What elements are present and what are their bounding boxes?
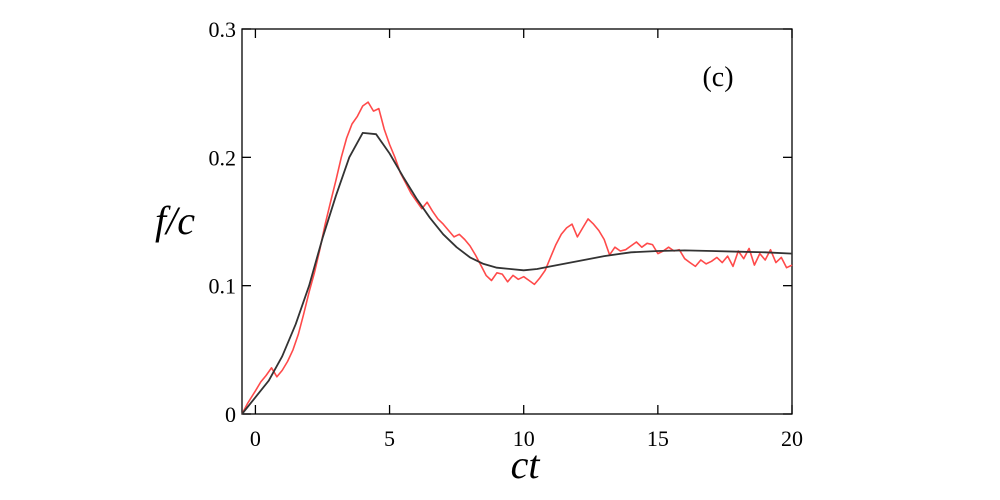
y-tick-label: 0.3: [209, 17, 237, 42]
x-tick-label: 0: [250, 426, 261, 451]
series-smooth-line: [241, 131, 793, 415]
y-tick-label: 0.2: [209, 145, 237, 170]
plot-frame: [241, 28, 793, 415]
panel-label: (c): [702, 62, 733, 93]
y-tick-label: 0.1: [209, 274, 237, 299]
x-axis-title: ct: [511, 442, 541, 487]
x-tick-label: 15: [647, 426, 669, 451]
y-tick-label: 0: [225, 402, 236, 427]
series-noisy-line: [241, 101, 793, 415]
series-layer: [241, 101, 793, 415]
x-tick-label: 10: [513, 426, 535, 451]
y-ticks: 0 0.1 0.2 0.3: [209, 17, 792, 427]
x-ticks: 0 5 10 15 20: [250, 29, 803, 451]
x-tick-label: 5: [384, 426, 395, 451]
x-tick-label: 20: [781, 426, 803, 451]
y-axis-title: f/c: [155, 198, 195, 243]
